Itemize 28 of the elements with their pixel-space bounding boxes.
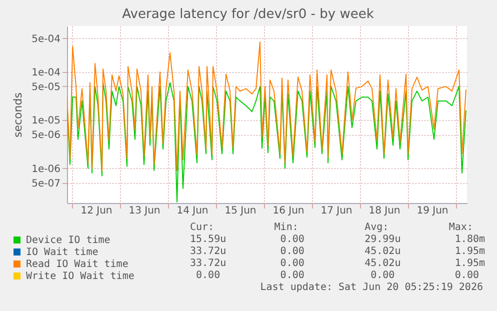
- text: Cur: Min: Avg: Max:: [190, 222, 474, 234]
- x-tick-label: 15 Jun: [224, 206, 256, 216]
- y-tick-label: 5e-04: [32, 34, 60, 45]
- y-tick-label: 5e-05: [32, 82, 60, 93]
- y-tick-label: 1e-04: [32, 67, 60, 78]
- x-tick-label: 17 Jun: [320, 206, 352, 216]
- text: 33.72u 0.00 45.02u 1.95m: [190, 258, 486, 270]
- y-tick-label: 5e-06: [32, 130, 60, 142]
- text: 33.72u 0.00 45.02u 1.95m: [190, 246, 486, 258]
- y-tick-label: 5e-07: [32, 178, 60, 190]
- text: 15.59u 0.00 29.99u 1.80m: [190, 234, 486, 246]
- chart-title: Average latency for /dev/sr0 - by week: [122, 7, 374, 22]
- legend-label: Read IO Wait time: [26, 259, 128, 270]
- y-tick-label: 1e-06: [32, 164, 60, 175]
- y-tick-label: 1e-05: [32, 116, 60, 127]
- x-tick-label: 14 Jun: [176, 206, 208, 216]
- x-tick-label: 13 Jun: [128, 206, 160, 216]
- x-tick-label: 18 Jun: [368, 206, 400, 216]
- text: Last update: Sat Jun 20 05:25:19 2026: [260, 282, 483, 293]
- legend-label: IO Wait time: [26, 247, 98, 258]
- x-tick-label: 19 Jun: [416, 206, 448, 216]
- legend-label: Write IO Wait time: [26, 271, 134, 282]
- legend-label: Device IO time: [26, 235, 110, 246]
- x-tick-label: 16 Jun: [272, 206, 304, 216]
- y-axis-title: seconds: [12, 92, 25, 138]
- x-tick-label: 12 Jun: [80, 206, 112, 216]
- line-series: [67, 41, 466, 171]
- text: 0.00 0.00 0.00 0.00: [195, 270, 480, 282]
